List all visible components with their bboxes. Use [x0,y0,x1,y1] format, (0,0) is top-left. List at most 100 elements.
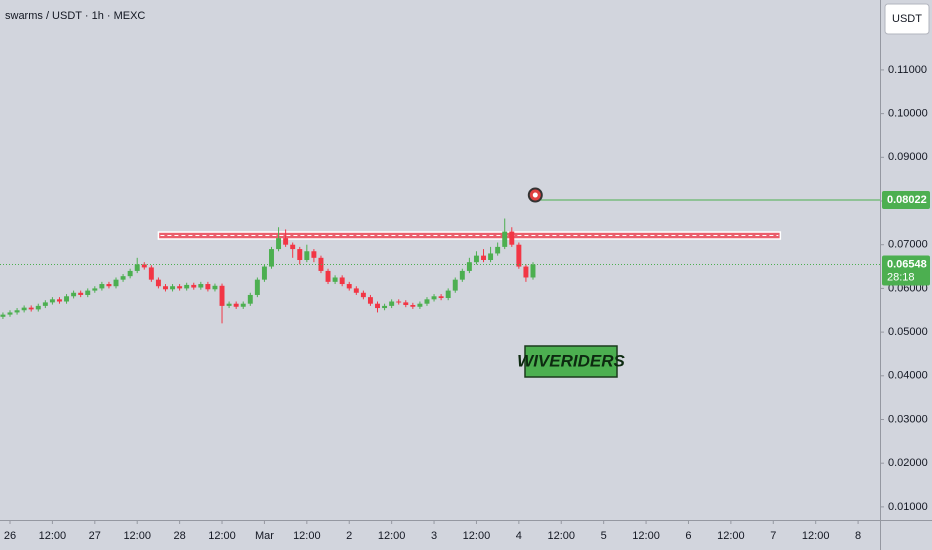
target-label: 0.08022 [887,194,927,206]
candle-body [481,255,486,260]
x-tick-label: 12:00 [717,530,745,542]
x-tick-label: 4 [516,530,522,542]
plot [0,187,880,324]
y-tick-label: 0.03000 [888,413,928,425]
candle-body [396,301,402,303]
watermark: WIVERIDERS [517,351,625,370]
candle-body [134,264,140,271]
candle-body [382,305,388,309]
candle-body [177,286,183,289]
candle-body [212,285,218,290]
x-tick-label: 12:00 [293,530,321,542]
x-tick-label: 12:00 [378,530,406,542]
candle-body [346,284,352,289]
target-box [882,191,930,210]
candle-body [431,296,437,300]
candle-body [148,267,154,280]
candle-body [276,238,282,250]
candle-body [466,262,472,271]
candle-body [49,299,55,303]
candle-body [14,310,20,313]
x-tick-label: 12:00 [39,530,67,542]
candle-body [417,303,423,307]
candle-body [184,284,190,289]
candle-body [254,279,260,295]
candle-body [127,270,133,277]
candle-body [509,231,515,245]
candle-body [191,284,197,288]
candle-body [424,299,430,304]
last-price-label: 0.06548 [887,258,927,270]
candle-body [35,305,41,310]
candle-body [375,303,380,309]
y-tick-label: 0.04000 [888,370,928,382]
x-tick-label: 28 [173,530,185,542]
watermark-box [524,345,618,378]
candle-body [226,303,232,306]
chart-title: swarms / USDT · 1h · MEXC [5,10,145,22]
candle-body [360,292,366,298]
candle-body [92,288,98,291]
candle-body [7,312,13,315]
candle-body [339,277,345,285]
candle-body [71,292,77,297]
x-tick-label: 26 [4,530,16,542]
x-tick-label: 12:00 [802,530,830,542]
x-tick-label: 12:00 [208,530,236,542]
candle-body [353,288,359,293]
x-tick-label: 2 [346,530,352,542]
candle-body [269,249,274,267]
candle-body [283,238,289,245]
x-tick-label: Mar [255,530,274,542]
candle-body [170,286,176,290]
target-marker-dot [532,192,538,198]
y-tick-label: 0.09000 [888,151,928,163]
candle-body [106,284,112,287]
y-tick-label: 0.07000 [888,239,928,251]
candle-body [473,255,479,263]
candle-body [155,279,161,287]
candle-body [459,270,465,280]
y-tick-label: 0.02000 [888,457,928,469]
x-tick-label: 7 [770,530,776,542]
candle-body [311,251,317,258]
candle-body [318,257,324,271]
x-tick-label: 12:00 [547,530,575,542]
candle-body [332,277,338,282]
candle-body [219,285,225,306]
candle-body [389,301,395,306]
candle-body [42,302,48,306]
candle-body [523,266,529,278]
y-tick-label: 0.05000 [888,326,928,338]
x-tick-label: 12:00 [123,530,151,542]
candle-body [113,279,119,287]
x-tick-label: 6 [685,530,691,542]
candle-body [240,303,246,307]
y-tick-label: 0.11000 [888,64,927,76]
candle-body [452,279,458,291]
x-tick-label: 12:00 [632,530,660,542]
candle-body [403,302,409,306]
candle-body [141,264,147,268]
currency-button[interactable] [884,3,930,35]
x-tick-label: 3 [431,530,437,542]
candle-body [530,264,536,278]
candle-body [205,284,211,290]
candle-body [445,290,451,299]
x-tick-label: 5 [601,530,607,542]
candle-body [64,296,70,302]
candle-body [21,307,27,311]
candle-body [367,297,373,304]
x-tick-label: 12:00 [463,530,491,542]
candle-body [99,284,105,289]
x-tick-label: 27 [89,530,101,542]
candle-body [28,307,34,310]
candle-body [488,253,494,260]
candle-body [85,290,91,295]
candle-body [120,276,126,280]
y-tick-label: 0.10000 [888,108,928,120]
currency-label[interactable]: USDT [892,13,922,25]
candle-body [0,314,6,317]
